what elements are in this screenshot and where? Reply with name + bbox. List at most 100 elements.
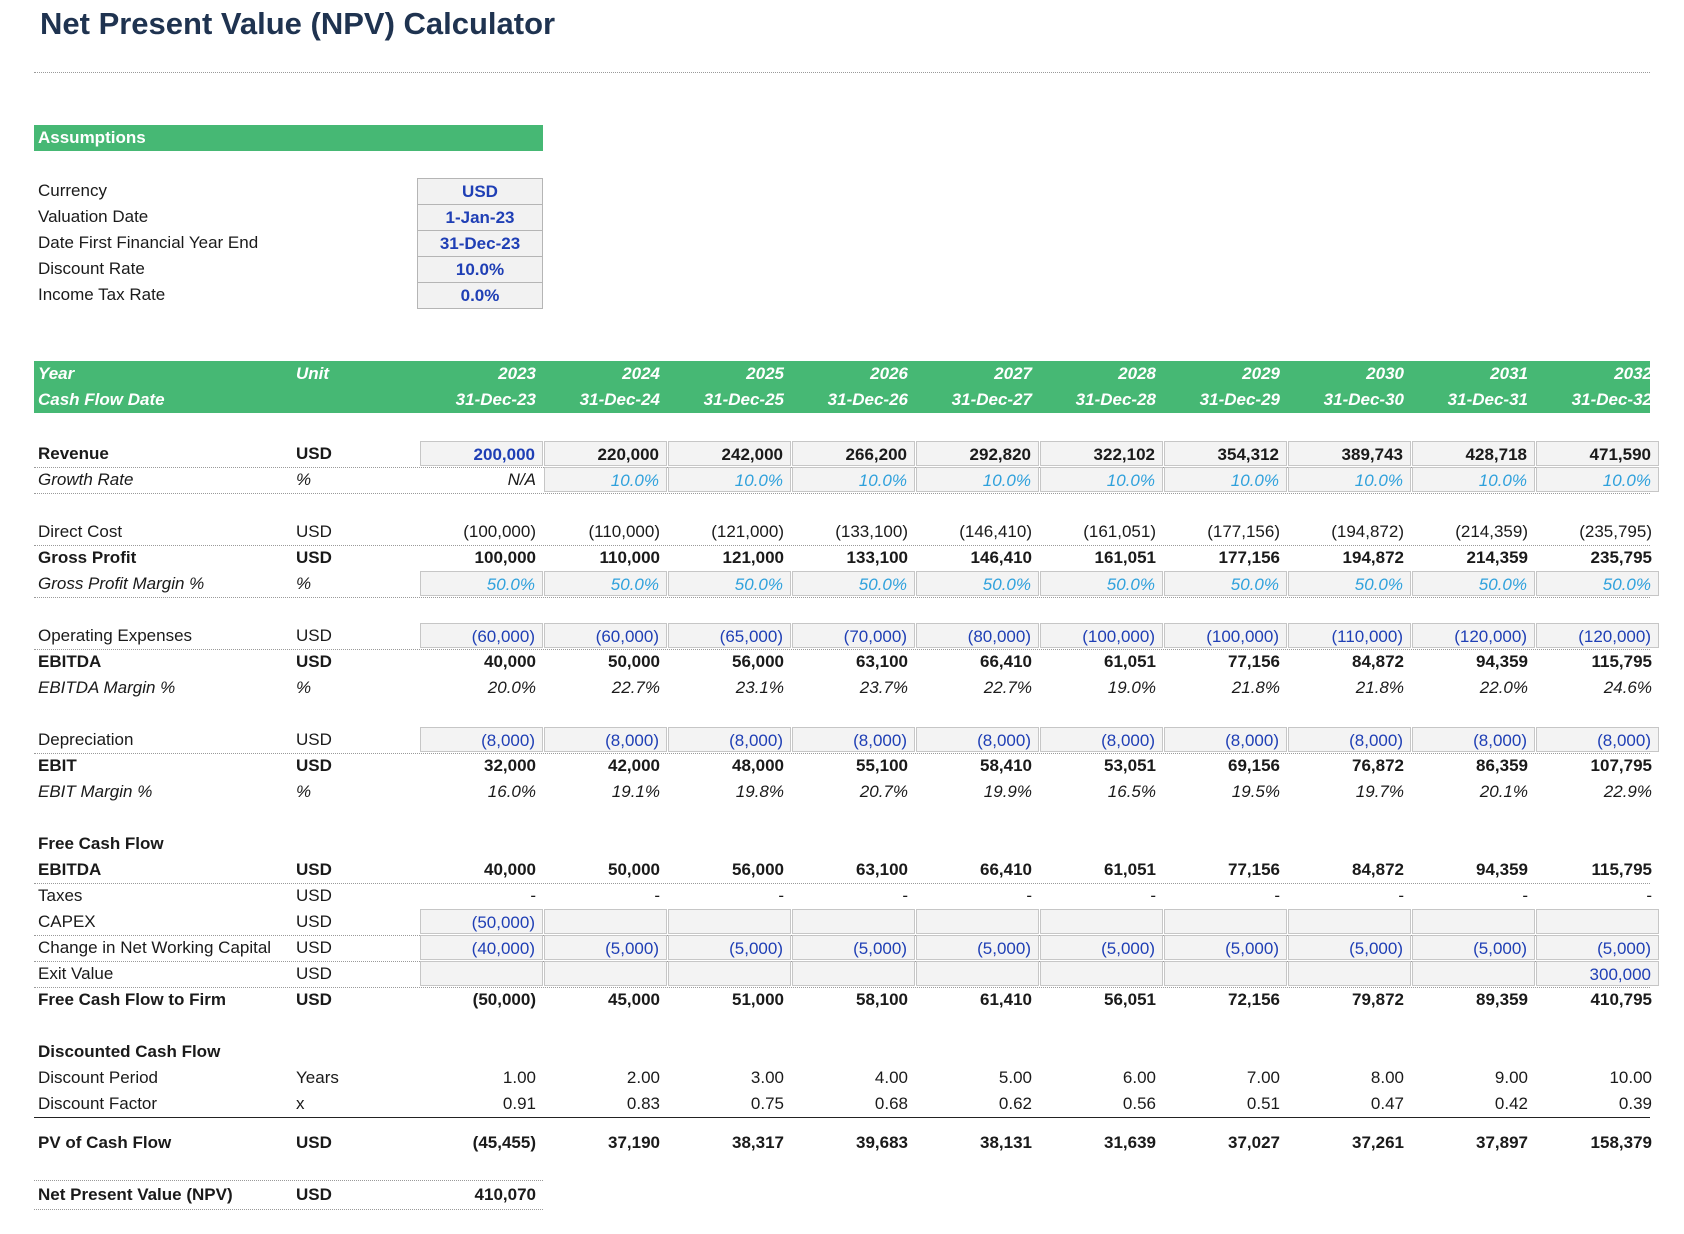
table-cell[interactable]: (8,000) [1288,727,1411,752]
table-cell[interactable]: (80,000) [916,623,1039,648]
table-cell[interactable]: (5,000) [1412,935,1535,960]
table-cell[interactable]: 10.0% [668,467,791,492]
row-label: Growth Rate [38,470,134,489]
table-cell[interactable]: 50.0% [1288,571,1411,596]
row-unit: Years [296,1068,339,1087]
row-label: Direct Cost [38,522,123,541]
table-cell[interactable]: (8,000) [668,727,791,752]
table-cell[interactable] [1412,961,1535,986]
table-cell[interactable]: 471,590 [1536,441,1659,466]
table-cell[interactable]: 50.0% [544,571,667,596]
table-cell[interactable]: 50.0% [1412,571,1535,596]
table-cell[interactable]: (8,000) [1536,727,1659,752]
table-cell[interactable]: (8,000) [916,727,1039,752]
table-cell[interactable]: (5,000) [668,935,791,960]
table-cell[interactable]: 10.0% [1536,467,1659,492]
table-cell[interactable]: 50.0% [420,571,543,596]
assumption-value[interactable]: 1-Jan-23 [417,204,543,231]
table-cell[interactable]: (8,000) [420,727,543,752]
assumption-value[interactable]: USD [417,178,543,205]
table-cell[interactable]: 50.0% [1164,571,1287,596]
table-cell[interactable] [1412,909,1535,934]
table-cell[interactable]: (5,000) [544,935,667,960]
table-cell[interactable] [668,961,791,986]
table-cell[interactable]: 300,000 [1536,961,1659,986]
table-cell[interactable]: 242,000 [668,441,791,466]
table-cell[interactable]: 389,743 [1288,441,1411,466]
table-cell[interactable]: 220,000 [544,441,667,466]
table-cell[interactable]: (60,000) [544,623,667,648]
table-cell[interactable]: (5,000) [1288,935,1411,960]
table-cell[interactable]: 10.0% [1040,467,1163,492]
table-cell[interactable] [1164,909,1287,934]
table-cell[interactable]: 50.0% [792,571,915,596]
table-cell[interactable]: 292,820 [916,441,1039,466]
row-unit: USD [296,626,332,645]
table-cell[interactable] [792,961,915,986]
table-cell[interactable]: (8,000) [792,727,915,752]
table-cell[interactable]: 200,000 [420,441,543,466]
table-cell: 133,100 [846,548,908,567]
table-cell: 32,000 [484,756,536,775]
table-cell[interactable]: 10.0% [544,467,667,492]
table-cell[interactable]: (100,000) [1040,623,1163,648]
table-cell[interactable] [544,909,667,934]
table-cell: 38,131 [980,1133,1032,1152]
table-cell[interactable]: 10.0% [916,467,1039,492]
table-cell[interactable]: (40,000) [420,935,543,960]
table-cell[interactable] [1288,909,1411,934]
assumption-value[interactable]: 31-Dec-23 [417,230,543,257]
date-header: 31-Dec-26 [827,390,908,409]
row-unit: % [296,574,312,593]
table-cell[interactable]: 50.0% [1536,571,1659,596]
table-cell[interactable]: (5,000) [1164,935,1287,960]
table-cell[interactable]: 10.0% [1412,467,1535,492]
table-cell[interactable]: (100,000) [1164,623,1287,648]
table-cell[interactable] [1288,961,1411,986]
table-cell[interactable] [1040,961,1163,986]
table-cell: (133,100) [835,522,908,541]
table-cell[interactable]: (8,000) [1164,727,1287,752]
table-cell[interactable]: (8,000) [544,727,667,752]
table-cell[interactable]: (65,000) [668,623,791,648]
row-label: EBITDA [38,652,102,671]
table-cell[interactable] [1536,909,1659,934]
table-cell[interactable]: (50,000) [420,909,543,934]
table-cell[interactable]: (110,000) [1288,623,1411,648]
assumption-value[interactable]: 10.0% [417,256,543,283]
table-cell[interactable] [1164,961,1287,986]
table-cell[interactable]: 50.0% [916,571,1039,596]
table-cell[interactable]: 50.0% [668,571,791,596]
table-cell[interactable]: (5,000) [1536,935,1659,960]
table-cell[interactable] [668,909,791,934]
table-cell: 10.00 [1609,1068,1652,1087]
table-cell[interactable]: (8,000) [1412,727,1535,752]
table-cell[interactable] [420,961,543,986]
table-cell: 50,000 [608,652,660,671]
table-cell[interactable]: 354,312 [1164,441,1287,466]
table-cell[interactable]: (5,000) [1040,935,1163,960]
table-cell[interactable] [916,909,1039,934]
table-cell[interactable]: 50.0% [1040,571,1163,596]
table-cell[interactable]: 322,102 [1040,441,1163,466]
table-cell: 19.8% [735,782,784,801]
table-cell[interactable] [544,961,667,986]
table-cell[interactable]: (70,000) [792,623,915,648]
table-cell[interactable] [1040,909,1163,934]
table-cell[interactable]: (8,000) [1040,727,1163,752]
table-cell[interactable] [916,961,1039,986]
assumption-value[interactable]: 0.0% [417,282,543,309]
table-cell[interactable]: (60,000) [420,623,543,648]
table-cell[interactable]: 428,718 [1412,441,1535,466]
table-cell: N/A [507,470,536,489]
table-cell[interactable]: (120,000) [1536,623,1659,648]
table-cell[interactable]: 10.0% [792,467,915,492]
table-cell[interactable]: (5,000) [916,935,1039,960]
table-cell[interactable]: 10.0% [1288,467,1411,492]
table-cell[interactable]: 10.0% [1164,467,1287,492]
table-cell[interactable]: (120,000) [1412,623,1535,648]
table-cell[interactable]: (5,000) [792,935,915,960]
table-cell[interactable]: 266,200 [792,441,915,466]
table-cell[interactable] [792,909,915,934]
row-underline [34,493,1650,494]
